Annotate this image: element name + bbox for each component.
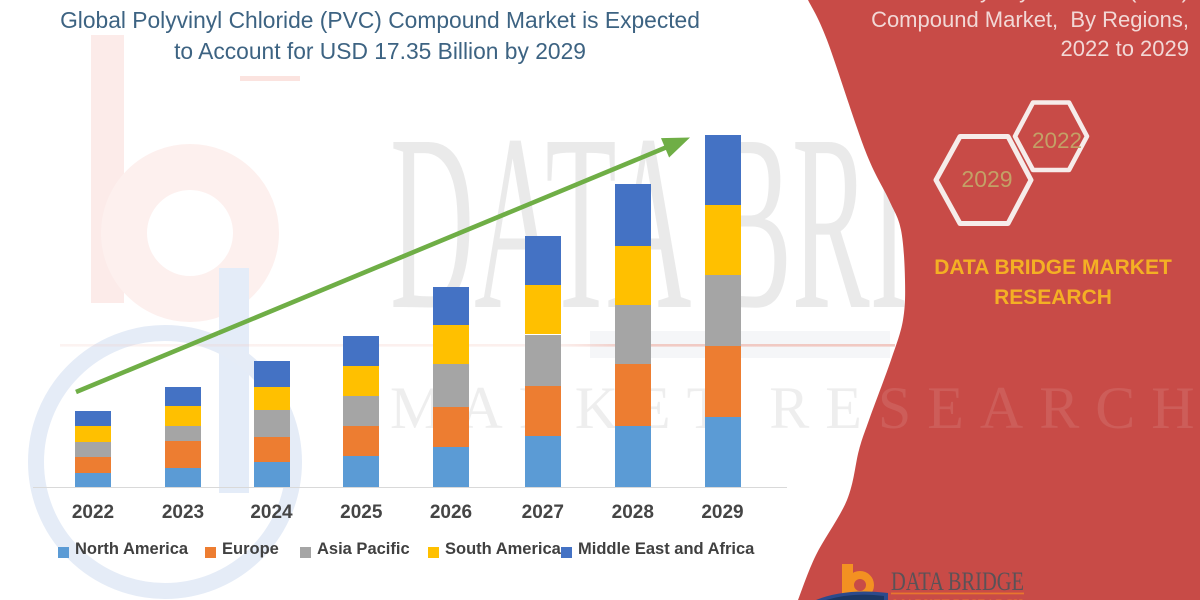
svg-text:2022: 2022: [1032, 128, 1082, 153]
svg-text:MARKET RESEARCH: MARKET RESEARCH: [893, 596, 1023, 600]
svg-text:2029: 2029: [961, 166, 1012, 192]
svg-text:DATA BRIDGE: DATA BRIDGE: [891, 567, 1024, 596]
